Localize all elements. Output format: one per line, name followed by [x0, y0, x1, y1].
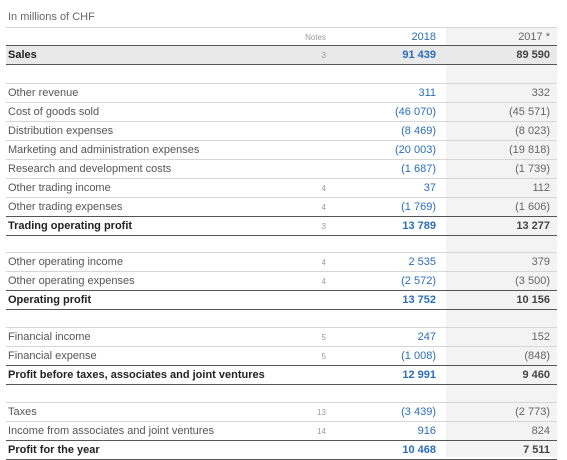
rule: [6, 64, 557, 65]
rule: [6, 440, 557, 441]
value-2018: 916: [417, 425, 436, 437]
rule: [6, 178, 557, 179]
value-2017: (19 818): [509, 144, 550, 156]
value-2018: (20 003): [395, 144, 436, 156]
sales-bg: [6, 46, 557, 65]
col-2017-bg: [446, 28, 557, 457]
rule: [6, 197, 557, 198]
row-label: Cost of goods sold: [8, 106, 100, 118]
value-2018: 37: [423, 182, 436, 194]
row-label: Other operating expenses: [8, 275, 135, 287]
rule: [6, 402, 557, 403]
row-notes: 4: [321, 277, 326, 286]
row-label: Income from associates and joint venture…: [8, 425, 215, 437]
value-2017: (2 773): [515, 406, 550, 418]
rule: [6, 252, 557, 253]
row-label: Operating profit: [8, 294, 92, 306]
row-label: Research and development costs: [8, 163, 172, 175]
rule: [6, 421, 557, 422]
notes-header: Notes: [305, 33, 326, 42]
row-notes: 3: [321, 222, 326, 231]
row-label: Other revenue: [8, 87, 79, 99]
row-label: Other trading income: [8, 182, 111, 194]
value-2017: 89 590: [516, 49, 550, 61]
value-2017: 10 156: [516, 294, 550, 306]
row-label: Profit for the year: [8, 444, 100, 456]
row-notes: 3: [321, 51, 326, 60]
row-notes: 5: [321, 333, 326, 342]
rule: [6, 290, 557, 291]
value-2017: (45 571): [509, 106, 550, 118]
value-2017: (1 739): [515, 163, 550, 175]
row-label: Trading operating profit: [8, 220, 133, 232]
rule: [6, 159, 557, 160]
rule: [6, 140, 557, 141]
value-2017: 824: [531, 425, 550, 437]
value-2018: 12 991: [402, 369, 436, 381]
row-label: Profit before taxes, associates and join…: [8, 369, 265, 381]
value-2018: (8 469): [401, 125, 436, 137]
value-2017: 379: [531, 256, 550, 268]
row-label: Financial income: [8, 331, 91, 343]
value-2017: 112: [532, 182, 550, 194]
rule: [6, 102, 557, 103]
row-label: Other trading expenses: [8, 201, 123, 213]
rule: [6, 365, 557, 366]
value-2018: 13 789: [402, 220, 436, 232]
col2-header: 2017 *: [518, 31, 550, 43]
row-label: Financial expense: [8, 350, 97, 362]
rule: [6, 27, 557, 28]
rule: [6, 271, 557, 272]
value-2018: 2 535: [408, 256, 436, 268]
value-2018: 311: [418, 87, 436, 99]
value-2018: 10 468: [402, 444, 436, 456]
rule: [6, 309, 557, 310]
rule: [6, 235, 557, 236]
row-label: Marketing and administration expenses: [8, 144, 200, 156]
value-2018: 13 752: [402, 294, 436, 306]
row-notes: 5: [321, 352, 326, 361]
value-2017: (848): [524, 350, 550, 362]
value-2017: 13 277: [516, 220, 550, 232]
value-2017: 9 460: [522, 369, 550, 381]
value-2018: (2 572): [401, 275, 436, 287]
value-2017: 7 511: [523, 444, 550, 456]
row-label: Distribution expenses: [8, 125, 114, 137]
row-notes: 4: [321, 203, 326, 212]
value-2018: 247: [417, 331, 436, 343]
rule: [6, 327, 557, 328]
value-2018: (46 070): [395, 106, 436, 118]
row-notes: 14: [317, 427, 326, 436]
value-2018: (1 008): [401, 350, 436, 362]
rule: [6, 384, 557, 385]
row-notes: 13: [317, 408, 326, 417]
row-notes: 4: [321, 184, 326, 193]
row-label: Taxes: [8, 406, 37, 418]
value-2018: 91 439: [402, 49, 436, 61]
row-notes: 4: [321, 258, 326, 267]
value-2017: (1 606): [515, 201, 550, 213]
rule: [6, 121, 557, 122]
unit-label: In millions of CHF: [8, 11, 95, 23]
value-2017: (3 500): [515, 275, 550, 287]
rule: [6, 346, 557, 347]
row-label: Other operating income: [8, 256, 123, 268]
rule: [6, 216, 557, 217]
row-label: Sales: [8, 49, 37, 61]
value-2017: (8 023): [515, 125, 550, 137]
value-2018: (3 439): [401, 406, 436, 418]
col1-header: 2018: [411, 31, 436, 43]
rule: [6, 45, 557, 46]
value-2018: (1 769): [401, 201, 436, 213]
rule: [6, 83, 557, 84]
value-2018: (1 687): [401, 163, 436, 175]
value-2017: 332: [531, 87, 550, 99]
value-2017: 152: [531, 331, 550, 343]
